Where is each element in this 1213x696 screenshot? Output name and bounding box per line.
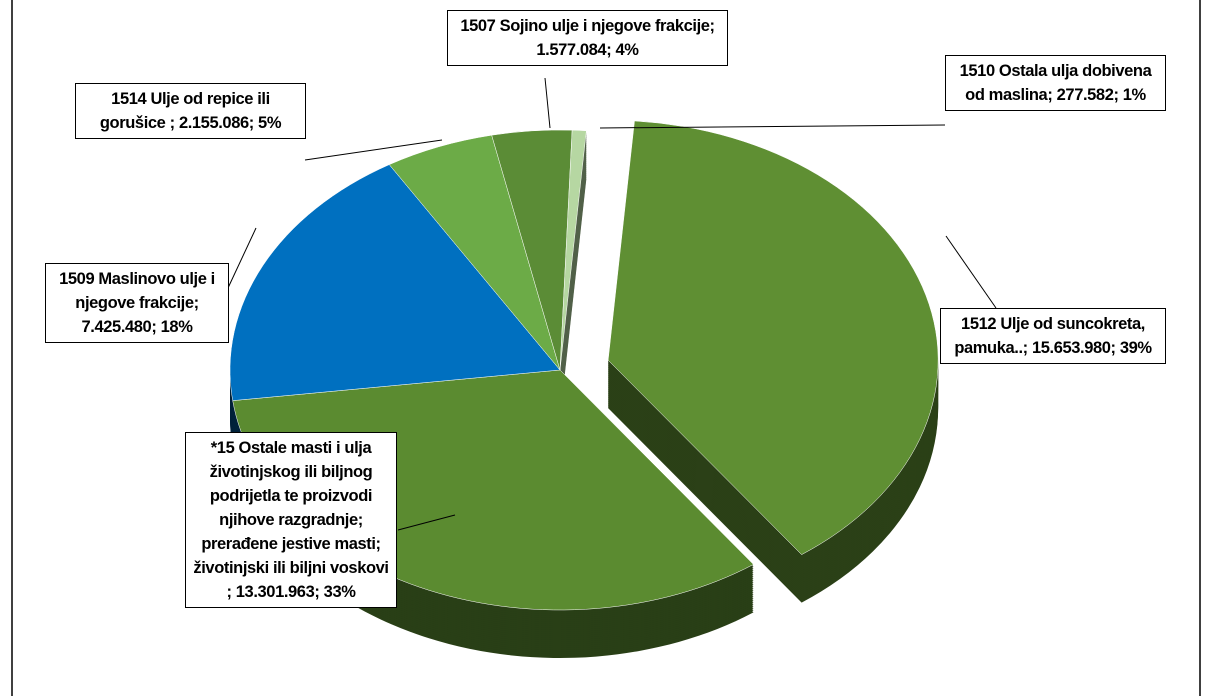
slice-side-layer bbox=[560, 144, 587, 384]
label-category: 1512 Ulje od suncokreta, pamuka.. bbox=[954, 315, 1145, 357]
slice-side-layer bbox=[560, 140, 587, 380]
slice-side-layer bbox=[560, 156, 587, 396]
leader-line bbox=[397, 514, 456, 531]
leader-line bbox=[227, 227, 257, 289]
label-value: 2.155.086 bbox=[178, 114, 249, 132]
slice-side-layer bbox=[560, 150, 587, 390]
label-value: 7.425.480 bbox=[81, 318, 152, 336]
label-category: 1507 Sojino ulje i njegove frakcije bbox=[460, 17, 710, 35]
label-separator: ; bbox=[606, 41, 612, 59]
label-value: 277.582 bbox=[1056, 86, 1114, 104]
label-separator: ; bbox=[226, 583, 232, 601]
label-category: *15 Ostale masti i ulja životinjskog ili… bbox=[193, 439, 389, 577]
label-percent: 5% bbox=[258, 114, 282, 132]
label-category: 1510 Ostala ulja dobivena od maslina bbox=[959, 62, 1152, 104]
label-value: 15.653.980 bbox=[1031, 339, 1111, 357]
label-separator: ; bbox=[169, 114, 176, 132]
slice-side-layer bbox=[560, 136, 587, 376]
label-separator: ; bbox=[314, 583, 320, 601]
data-label: 1509 Maslinovo ulje i njegove frakcije; … bbox=[45, 263, 229, 343]
label-value: 13.301.963 bbox=[235, 583, 315, 601]
slice-side-layer bbox=[560, 166, 587, 406]
slice-side-layer bbox=[560, 154, 587, 394]
data-label: 1510 Ostala ulja dobivena od maslina; 27… bbox=[945, 55, 1166, 111]
slice-side-layer bbox=[560, 146, 587, 386]
data-label: 1514 Ulje od repice ili gorušice ; 2.155… bbox=[75, 83, 306, 139]
leader-line bbox=[599, 124, 946, 129]
label-percent: 39% bbox=[1119, 339, 1152, 357]
slice-side-layer bbox=[560, 164, 587, 404]
slice bbox=[229, 164, 561, 401]
slice-side-layer bbox=[560, 176, 587, 416]
leader-line bbox=[945, 235, 997, 309]
slice bbox=[559, 129, 587, 371]
data-label: 1507 Sojino ulje i njegove frakcije; 1.5… bbox=[447, 10, 728, 66]
leader-line bbox=[544, 77, 551, 129]
slice-tops bbox=[229, 120, 939, 611]
slice-side-layer bbox=[560, 178, 587, 418]
leader-lines bbox=[227, 77, 997, 531]
label-category: 1509 Maslinovo ulje i njegove frakcije bbox=[59, 270, 215, 312]
label-separator: ; bbox=[1113, 86, 1119, 104]
label-separator: ; bbox=[193, 294, 200, 312]
slice-side-layer bbox=[560, 148, 587, 388]
label-value: 1.577.084 bbox=[536, 41, 607, 59]
leader-line bbox=[304, 139, 443, 161]
label-percent: 33% bbox=[323, 583, 356, 601]
slice-side-layer bbox=[560, 170, 587, 410]
slice-side-layer bbox=[560, 160, 587, 400]
label-category: 1514 Ulje od repice ili gorušice bbox=[99, 90, 270, 132]
slice-side-layer bbox=[560, 142, 587, 382]
data-label: *15 Ostale masti i ulja životinjskog ili… bbox=[185, 432, 397, 608]
label-percent: 1% bbox=[1122, 86, 1146, 104]
slice-side-layer bbox=[560, 158, 587, 398]
data-label: 1512 Ulje od suncokreta, pamuka..; 15.65… bbox=[940, 308, 1166, 364]
slice-side-layer bbox=[560, 162, 587, 402]
slice bbox=[607, 120, 939, 555]
slice-side-layer bbox=[560, 168, 587, 408]
label-separator: ; bbox=[1022, 339, 1029, 357]
label-percent: 4% bbox=[615, 41, 639, 59]
label-separator: ; bbox=[248, 114, 255, 132]
label-separator: ; bbox=[1110, 339, 1117, 357]
label-separator: ; bbox=[151, 318, 157, 336]
label-percent: 18% bbox=[160, 318, 193, 336]
label-separator: ; bbox=[709, 17, 716, 35]
slice-side-layer bbox=[560, 134, 587, 374]
slice-side-layer bbox=[560, 152, 587, 392]
label-separator: ; bbox=[1047, 86, 1053, 104]
slice-side-layer bbox=[560, 174, 587, 414]
slice-side-layer bbox=[560, 138, 587, 378]
slice-side-layer bbox=[560, 172, 587, 412]
